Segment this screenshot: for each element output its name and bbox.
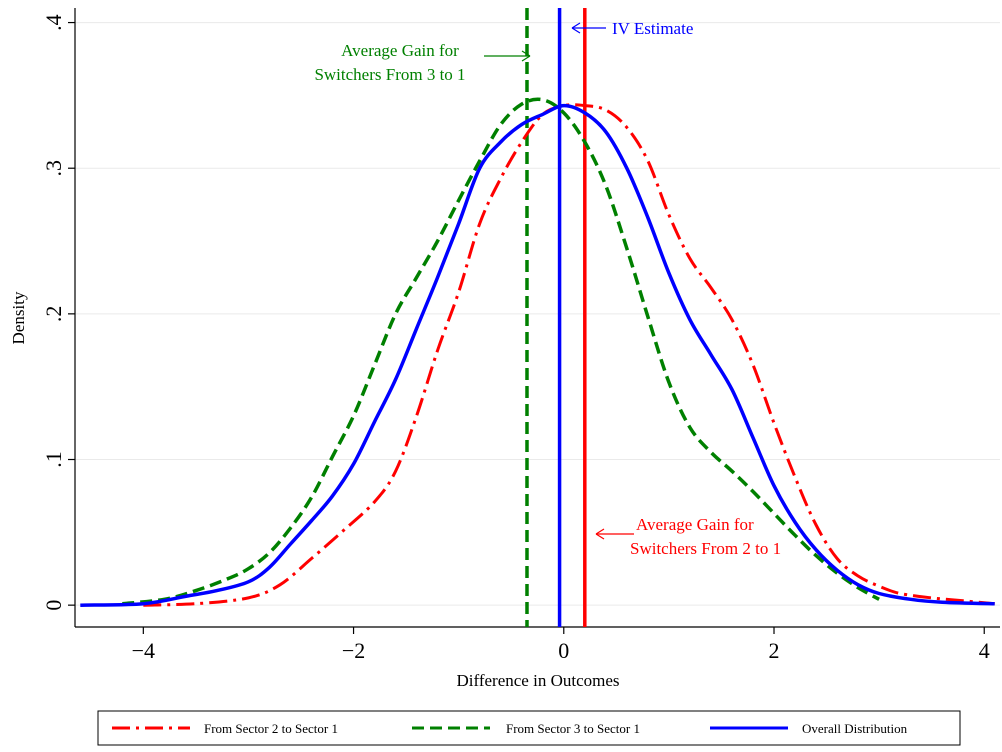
annotation-sector-2-line-1: Average Gain for [636,515,754,534]
y-axis-title: Density [9,291,28,344]
x-tick-label-1: −2 [342,638,365,663]
x-tick-label-2: 0 [558,638,569,663]
annotation-iv-label: IV Estimate [612,19,693,38]
x-tick-label-3: 2 [769,638,780,663]
annotation-sector-3-line-2: Switchers From 3 to 1 [314,65,465,84]
y-tick-label-0: 0 [41,600,66,611]
gridlines [75,22,1000,606]
curve-overall [80,103,995,607]
legend-label-sector-2: From Sector 2 to Sector 1 [204,721,338,736]
curve-sector-3 [122,97,880,606]
annotation-iv-arrowhead [571,22,581,34]
annotation-sector-2-group: Average Gain for Switchers From 2 to 1 [595,515,781,558]
y-tick-label-2: .2 [41,306,66,323]
annotation-iv-estimate-group: IV Estimate [571,19,693,38]
annotation-sector-3-group: Average Gain for Switchers From 3 to 1 [314,41,531,84]
annotation-sector-3-arrowhead [521,50,531,62]
x-tick-label-0: −4 [132,638,155,663]
y-ticks: 0 .1 .2 .3 .4 [41,14,75,611]
legend-label-sector-3: From Sector 3 to Sector 1 [506,721,640,736]
series-curves [80,97,995,607]
y-tick-label-1: .1 [41,451,66,468]
x-ticks: −4 −2 0 2 4 [132,627,990,663]
y-tick-label-4: .4 [41,14,66,31]
y-tick-label-3: .3 [41,160,66,177]
annotation-sector-3-line-1: Average Gain for [341,41,459,60]
x-tick-label-4: 4 [979,638,990,663]
curve-sector-2 [143,103,995,607]
legend-label-overall: Overall Distribution [802,721,908,736]
legend-box [97,710,961,746]
annotation-sector-2-line-2: Switchers From 2 to 1 [630,539,781,558]
legend: From Sector 2 to Sector 1 From Sector 3 … [97,710,961,746]
x-axis-title: Difference in Outcomes [456,671,619,690]
annotation-sector-2-arrowhead [595,528,605,540]
